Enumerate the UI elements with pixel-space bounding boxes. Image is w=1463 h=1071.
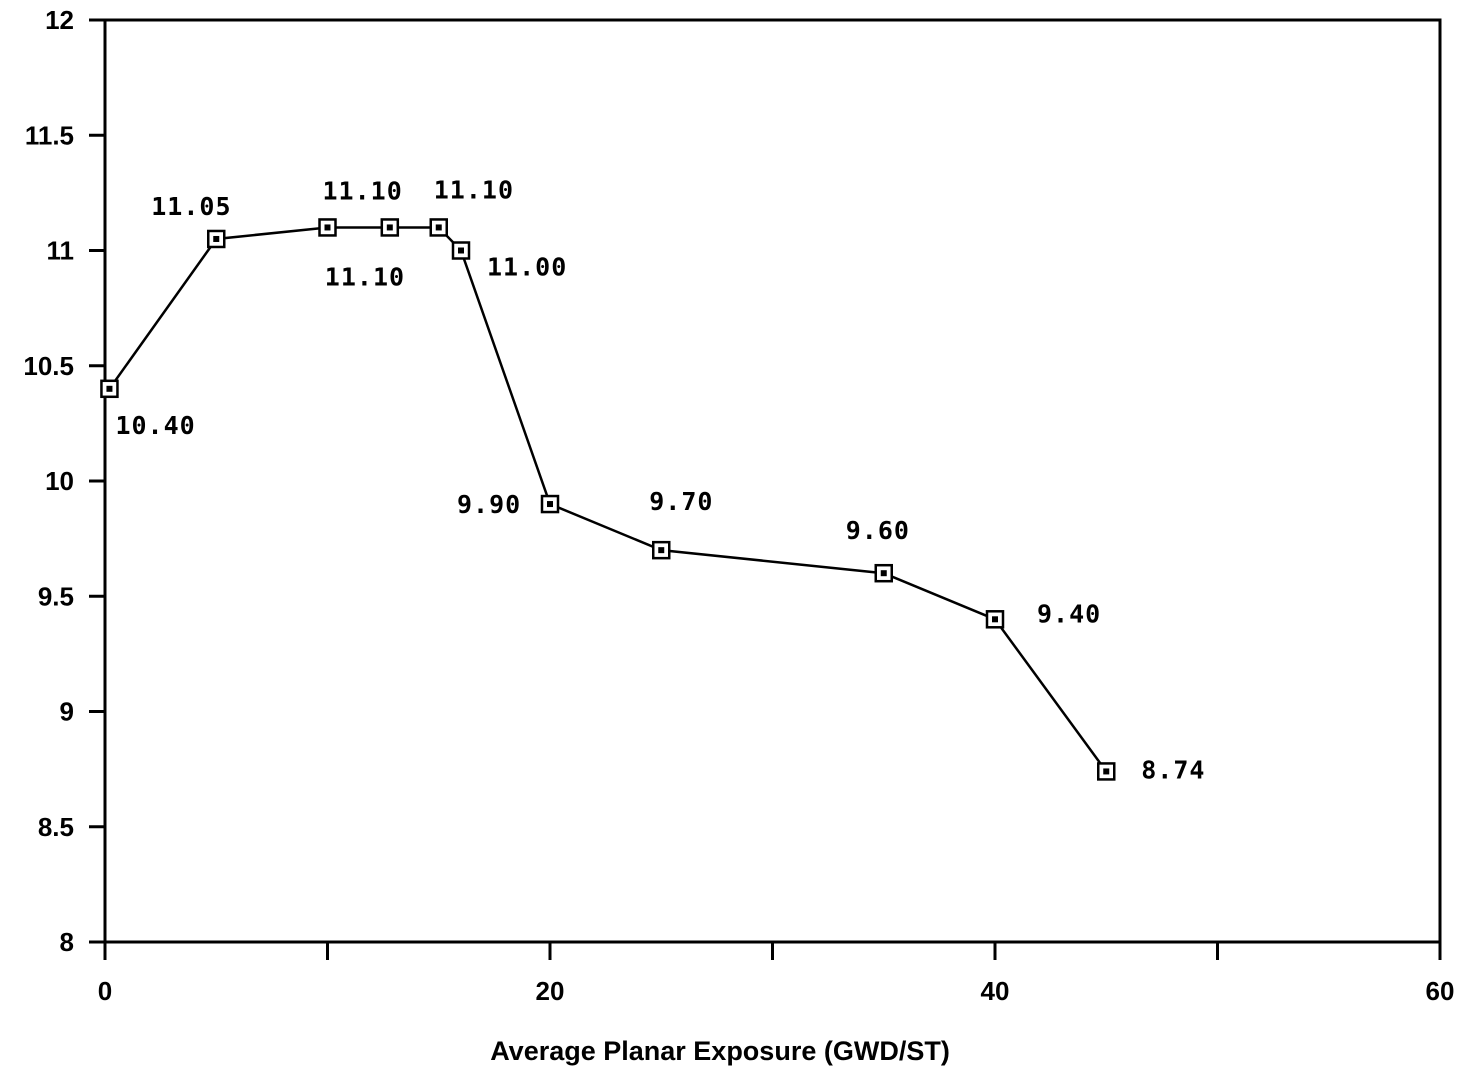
x-tick-label: 60 — [1426, 976, 1455, 1006]
point-marker-dot — [880, 570, 887, 577]
data-point — [207, 229, 226, 249]
point-marker-dot — [458, 247, 464, 254]
data-label: 11.00 — [487, 253, 567, 282]
y-tick-label: 8 — [60, 927, 74, 957]
data-point — [652, 540, 671, 560]
data-label: 11.10 — [323, 176, 403, 205]
x-tick-label: 0 — [98, 976, 112, 1006]
data-point — [1097, 762, 1116, 781]
x-axis: 0 20 40 60 — [98, 942, 1455, 1006]
x-tick-label: 40 — [981, 976, 1010, 1006]
data-point — [380, 218, 400, 237]
y-tick-label: 12 — [45, 5, 74, 35]
data-label: 11.10 — [325, 262, 405, 291]
point-marker-dot — [386, 224, 393, 231]
point-marker-dot — [547, 501, 553, 508]
y-tick-label: 10 — [45, 466, 74, 496]
point-marker-dot — [658, 547, 665, 554]
data-point — [540, 494, 560, 514]
data-label: 9.90 — [457, 490, 521, 519]
data-label: 11.05 — [151, 192, 231, 221]
data-point — [451, 241, 471, 260]
data-label: 9.60 — [846, 516, 910, 545]
data-point — [429, 218, 448, 237]
y-tick-label: 8.5 — [38, 812, 74, 842]
point-marker-dot — [435, 224, 442, 231]
data-label: 10.40 — [115, 411, 195, 440]
point-marker-dot — [106, 385, 113, 392]
y-tick-label: 9.5 — [38, 581, 74, 611]
data-labels: 10.40 11.05 11.10 11.10 11.10 11.00 9.90 9.70 9.… — [115, 175, 1205, 784]
y-tick-label: 10.5 — [23, 351, 74, 381]
y-tick-label: 11 — [47, 236, 75, 266]
data-point — [100, 379, 119, 399]
data-label: 8.74 — [1141, 755, 1205, 784]
point-marker-dot — [213, 235, 220, 242]
plot-border — [103, 18, 1442, 944]
series-line — [100, 218, 1116, 781]
data-label: 11.10 — [434, 175, 514, 204]
data-point — [985, 610, 1005, 629]
data-label: 9.40 — [1037, 599, 1101, 628]
y-axis: 8 8.5 9 9.5 10 10.5 11 11.5 12 — [23, 5, 105, 957]
point-marker-dot — [992, 616, 998, 623]
point-marker-dot — [324, 224, 331, 231]
point-marker-dot — [1103, 768, 1110, 775]
y-tick-label: 9 — [60, 697, 74, 727]
x-tick-label: 20 — [536, 976, 565, 1006]
y-tick-label: 11.5 — [25, 120, 74, 150]
plot-frame — [103, 18, 1442, 944]
data-label: 9.70 — [649, 487, 713, 516]
series-path — [108, 226, 1108, 773]
data-point — [874, 563, 893, 583]
data-point — [318, 218, 337, 237]
x-axis-title: Average Planar Exposure (GWD/ST) — [490, 1036, 950, 1066]
